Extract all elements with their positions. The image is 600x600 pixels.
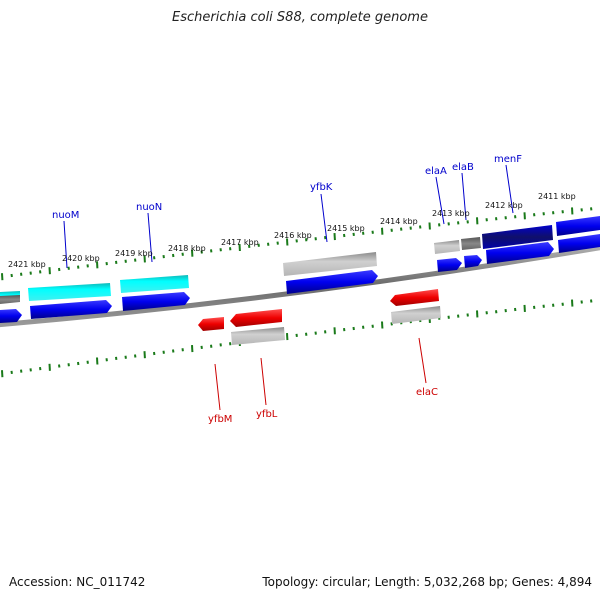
gene-arrow-nuoM[interactable] xyxy=(30,300,112,319)
map-title: Escherichia coli S88, complete genome xyxy=(172,10,428,25)
kbp-label: 2416 kbp xyxy=(274,231,312,240)
gene-arrow-yfbM[interactable] xyxy=(198,317,224,331)
gene-arrow-menF[interactable] xyxy=(486,242,554,264)
gray-feature-block xyxy=(391,306,441,324)
gene-arrow-forward[interactable] xyxy=(0,309,22,323)
gray-feature-block xyxy=(283,252,377,276)
accession-text: Accession: NC_011742 xyxy=(9,575,146,589)
cyan-feature-block xyxy=(120,275,189,293)
kbp-label: 2420 kbp xyxy=(62,254,100,263)
gene-arrow-yfbL[interactable] xyxy=(230,309,282,327)
gene-arrow-yfbK[interactable] xyxy=(286,270,378,294)
gene-label-menF[interactable]: menF xyxy=(494,154,522,165)
kbp-label: 2415 kbp xyxy=(327,224,365,233)
gene-arrow-elaA[interactable] xyxy=(437,258,462,272)
gene-leader-lines xyxy=(63,164,514,411)
gene-labels: nuoM nuoN yfbK elaA elaB menF yfbM yfbL … xyxy=(52,154,522,425)
darkgray-feature-block xyxy=(461,237,481,250)
gene-label-elaA[interactable]: elaA xyxy=(425,166,447,177)
kbp-label: 2414 kbp xyxy=(380,217,418,226)
genome-summary-text: Topology: circular; Length: 5,032,268 bp… xyxy=(262,575,592,589)
gene-arrow-forward[interactable] xyxy=(558,234,600,253)
outer-feature-track xyxy=(0,216,600,304)
kbp-scale-labels: 2421 kbp 2420 kbp 2419 kbp 2418 kbp 2417… xyxy=(8,192,576,269)
gray-feature-block xyxy=(231,327,285,345)
forward-gene-track xyxy=(0,234,600,323)
gene-label-yfbL[interactable]: yfbL xyxy=(256,409,278,420)
gene-arrow-elaB[interactable] xyxy=(464,255,482,268)
gray-feature-block xyxy=(434,240,460,254)
reverse-gene-track xyxy=(198,289,441,345)
gene-label-nuoN[interactable]: nuoN xyxy=(136,202,162,213)
gene-arrow-nuoN[interactable] xyxy=(122,292,190,311)
navy-feature-block xyxy=(482,225,553,249)
kbp-label: 2411 kbp xyxy=(538,192,576,201)
kbp-label: 2412 kbp xyxy=(485,201,523,210)
gene-label-yfbM[interactable]: yfbM xyxy=(208,414,232,425)
darkgray-feature-block xyxy=(0,295,20,304)
outer-tick-row xyxy=(1,207,593,281)
blue-feature-block xyxy=(556,216,600,236)
kbp-label: 2419 kbp xyxy=(115,249,153,258)
kbp-label: 2421 kbp xyxy=(8,260,46,269)
gene-label-elaB[interactable]: elaB xyxy=(452,162,474,173)
gene-label-elaC[interactable]: elaC xyxy=(416,387,438,398)
gene-label-yfbK[interactable]: yfbK xyxy=(310,182,333,193)
gene-arrow-elaC[interactable] xyxy=(390,289,439,306)
kbp-label: 2413 kbp xyxy=(432,209,470,218)
cyan-feature-block xyxy=(28,283,111,301)
kbp-label: 2418 kbp xyxy=(168,244,206,253)
gene-label-nuoM[interactable]: nuoM xyxy=(52,210,79,221)
kbp-label: 2417 kbp xyxy=(221,238,259,247)
